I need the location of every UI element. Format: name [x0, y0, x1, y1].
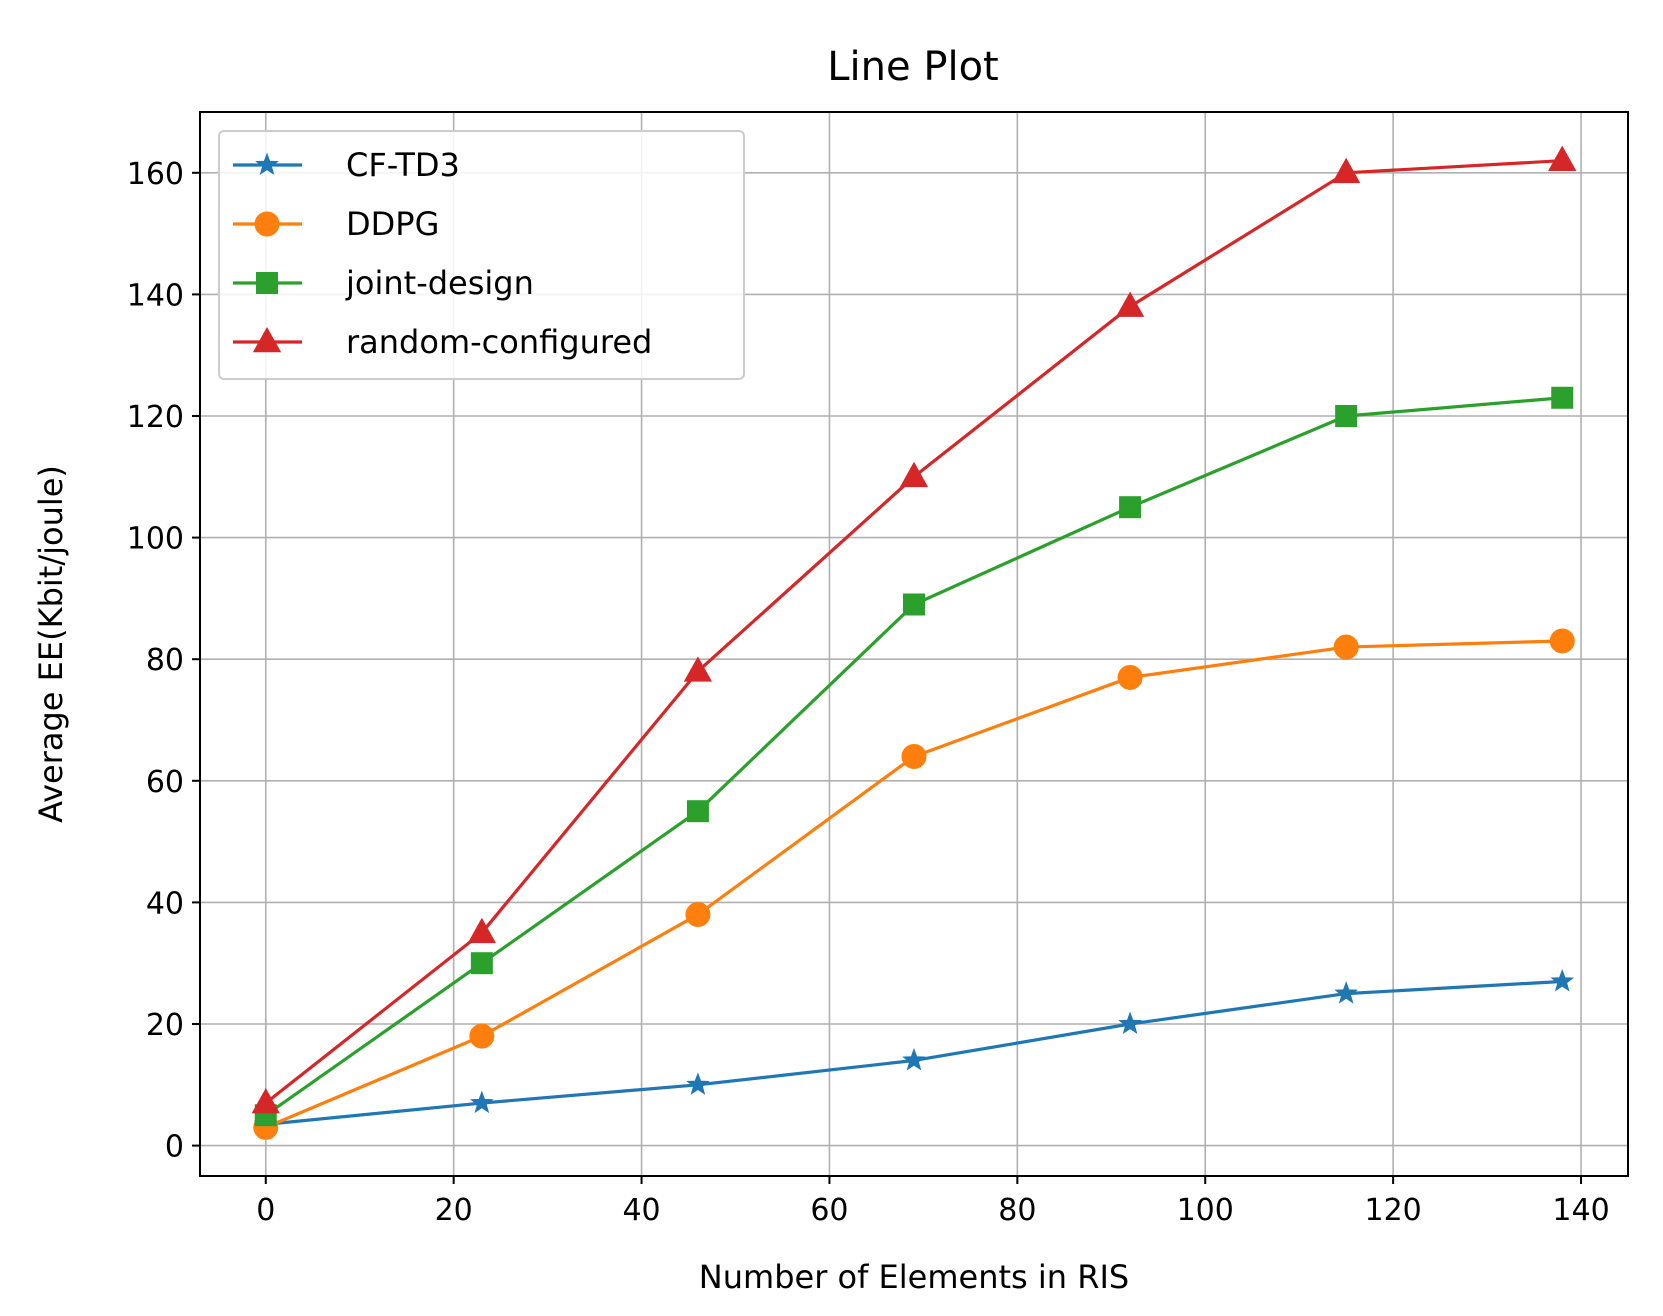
y-tick-label: 140 — [127, 278, 184, 313]
series-layer — [251, 145, 1577, 1140]
legend-label: DDPG — [346, 205, 439, 243]
data-point-cf-td3 — [686, 1072, 710, 1095]
data-point-joint-design — [1119, 496, 1142, 519]
data-point-ddpg — [901, 743, 927, 769]
legend: CF-TD3 DDPG joint-design random-configured — [218, 130, 745, 380]
y-tick-label: 20 — [146, 1008, 184, 1043]
data-point-cf-td3 — [1550, 969, 1575, 992]
plot-frame — [199, 111, 1629, 1177]
y-tick-label: 160 — [127, 157, 184, 192]
y-tick-label: 40 — [146, 886, 184, 921]
legend-item-cf-td3: CF-TD3 — [233, 146, 460, 184]
data-point-cf-td3 — [470, 1090, 494, 1114]
legend-label: CF-TD3 — [346, 146, 460, 184]
x-tick-label: 140 — [1552, 1193, 1609, 1228]
data-point-random-configured — [1115, 291, 1145, 317]
x-tick-label: 20 — [435, 1193, 473, 1228]
y-tick-label: 120 — [127, 400, 184, 435]
data-point-joint-design — [1335, 405, 1358, 427]
series-joint-design — [254, 386, 1574, 1127]
y-tick-label: 80 — [146, 643, 184, 678]
legend-marker-random-configured — [252, 326, 282, 353]
data-point-ddpg — [469, 1023, 495, 1049]
legend-label: random-configured — [346, 323, 652, 361]
x-tick-label: 80 — [998, 1193, 1036, 1228]
data-point-random-configured — [899, 461, 929, 488]
legend-label: joint-design — [345, 264, 534, 302]
data-point-ddpg — [1333, 634, 1359, 660]
data-point-ddpg — [1549, 628, 1575, 654]
legend-box — [218, 130, 745, 380]
x-tick-label: 100 — [1177, 1193, 1234, 1228]
x-axis-label: Number of Elements in RIS — [699, 1258, 1129, 1296]
data-point-random-configured — [467, 917, 496, 944]
data-point-random-configured — [1548, 145, 1577, 171]
x-tick-label: 40 — [622, 1193, 660, 1228]
data-point-joint-design — [686, 800, 709, 823]
legend-item-ddpg: DDPG — [233, 205, 439, 243]
x-tick-label: 120 — [1364, 1193, 1421, 1228]
data-point-random-configured — [1332, 157, 1361, 184]
x-tick-label: 60 — [810, 1193, 848, 1228]
data-point-ddpg — [685, 902, 711, 928]
x-tick-label: 0 — [256, 1193, 275, 1228]
data-point-joint-design — [1551, 386, 1574, 409]
series-ddpg — [253, 628, 1575, 1140]
y-tick-label: 60 — [146, 765, 184, 800]
legend-item-joint-design: joint-design — [233, 264, 534, 302]
legend-item-random-configured: random-configured — [233, 323, 652, 361]
data-point-joint-design — [470, 952, 493, 975]
y-tick-label: 100 — [127, 522, 184, 557]
legend-marker-joint-design — [256, 272, 278, 294]
data-point-joint-design — [903, 593, 925, 616]
data-point-random-configured — [683, 656, 713, 682]
data-point-cf-td3 — [1334, 981, 1358, 1004]
y-axis-label: Average EE(Kbit/joule) — [32, 465, 70, 823]
series-random-configured — [251, 145, 1577, 1114]
chart-title: Line Plot — [827, 44, 998, 90]
axis-ticks: 0 20 40 60 80 100 120 140 0 20 40 60 80 100 120 140 160 — [127, 157, 1610, 1228]
data-point-ddpg — [1117, 664, 1143, 690]
legend-marker-ddpg — [254, 211, 280, 237]
legend-marker-cf-td3 — [255, 152, 279, 176]
data-point-cf-td3 — [1118, 1011, 1142, 1035]
data-point-cf-td3 — [902, 1048, 926, 1071]
y-tick-label: 0 — [165, 1130, 184, 1165]
data-point-random-configured — [251, 1088, 280, 1114]
